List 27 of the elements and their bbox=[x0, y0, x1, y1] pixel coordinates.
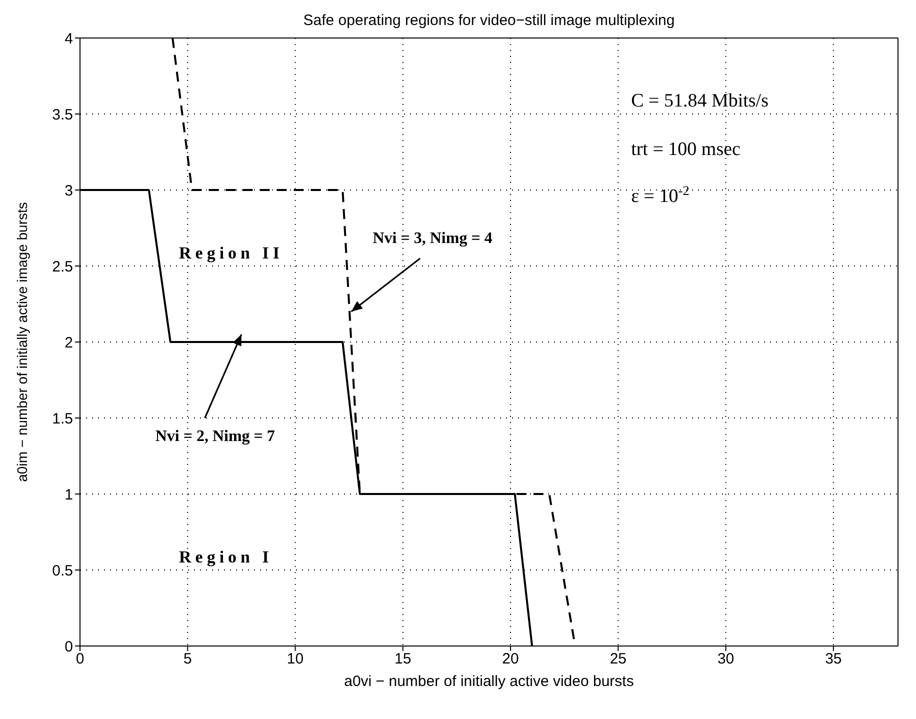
y-tick-label: 0.5 bbox=[52, 562, 73, 580]
x-tick-label: 0 bbox=[76, 650, 84, 668]
y-tick-label: 2 bbox=[64, 334, 73, 352]
y-tick-label: 4 bbox=[64, 30, 73, 48]
x-tick-label: 35 bbox=[825, 650, 842, 668]
y-tick-label: 2.5 bbox=[52, 258, 73, 276]
x-tick-label: 20 bbox=[502, 650, 519, 668]
y-tick-label: 1.5 bbox=[52, 410, 73, 428]
y-tick-label: 1 bbox=[64, 486, 73, 504]
x-tick-label: 30 bbox=[717, 650, 734, 668]
annotation: Nvi = 3, Nimg = 4 bbox=[372, 230, 492, 248]
y-axis-title: a0im − number of initially active image bursts bbox=[14, 202, 30, 482]
x-tick-label: 15 bbox=[394, 650, 412, 668]
x-axis-title: a0vi − number of initially active video bursts bbox=[344, 673, 634, 690]
y-tick-label: 3.5 bbox=[52, 106, 73, 124]
x-tick-label: 5 bbox=[183, 650, 192, 668]
y-tick-label: 3 bbox=[64, 182, 73, 200]
annotation: Region II bbox=[179, 243, 284, 262]
annotation: ε = 10$^{-2}$ bbox=[631, 182, 690, 208]
x-tick-label: 10 bbox=[286, 650, 304, 668]
annotation: Nvi = 2, Nimg = 7 bbox=[155, 428, 275, 445]
annotation: trt = 100 msec bbox=[631, 139, 740, 160]
chart-title: Safe operating regions for video−still image multiplexing bbox=[302, 12, 676, 29]
y-tick-label: 0 bbox=[64, 638, 73, 656]
annotation: C = 51.84 Mbits/s bbox=[631, 90, 768, 112]
x-tick-label: 25 bbox=[610, 650, 626, 668]
annotation: Region I bbox=[179, 547, 273, 566]
